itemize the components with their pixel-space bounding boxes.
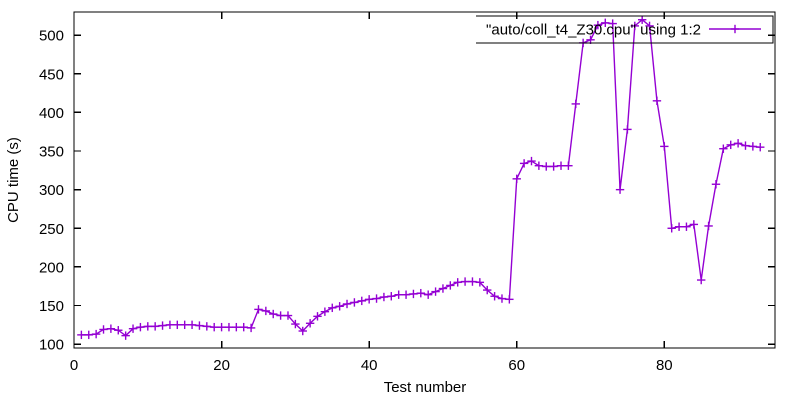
x-tick-label: 40 <box>361 357 378 374</box>
legend-border <box>476 15 774 44</box>
y-tick-label: 250 <box>39 221 64 238</box>
y-tick-label: 300 <box>39 182 64 199</box>
x-axis-ticks <box>73 12 666 348</box>
x-axis-title: Test number <box>384 379 467 396</box>
y-axis-tick-labels: 100 150 200 250 300 350 400 450 500 <box>39 28 64 354</box>
series-markers <box>77 15 765 340</box>
y-tick-label: 450 <box>39 66 64 83</box>
chart-legend: "auto/coll_t4_Z30.cpu" using 1:2 <box>476 15 774 44</box>
x-axis-tick-labels: 0 20 40 60 80 <box>70 357 673 374</box>
y-tick-label: 150 <box>39 298 64 315</box>
y-tick-label: 350 <box>39 144 64 161</box>
series-line <box>81 18 761 337</box>
y-axis-title: CPU time (s) <box>5 137 22 223</box>
legend-entry-label: "auto/coll_t4_Z30.cpu" using 1:2 <box>486 22 701 39</box>
y-axis-ticks <box>74 34 775 345</box>
y-tick-label: 400 <box>39 105 64 122</box>
x-tick-label: 0 <box>70 357 78 374</box>
y-tick-label: 100 <box>39 337 64 354</box>
x-tick-label: 20 <box>213 357 230 374</box>
x-tick-label: 80 <box>656 357 673 374</box>
x-tick-label: 60 <box>508 357 525 374</box>
y-tick-label: 200 <box>39 259 64 276</box>
data-series-group <box>77 15 765 340</box>
y-tick-label: 500 <box>39 28 64 45</box>
plot-border <box>73 11 776 349</box>
data-series <box>77 15 765 340</box>
legend-sample-swatch <box>709 24 761 34</box>
